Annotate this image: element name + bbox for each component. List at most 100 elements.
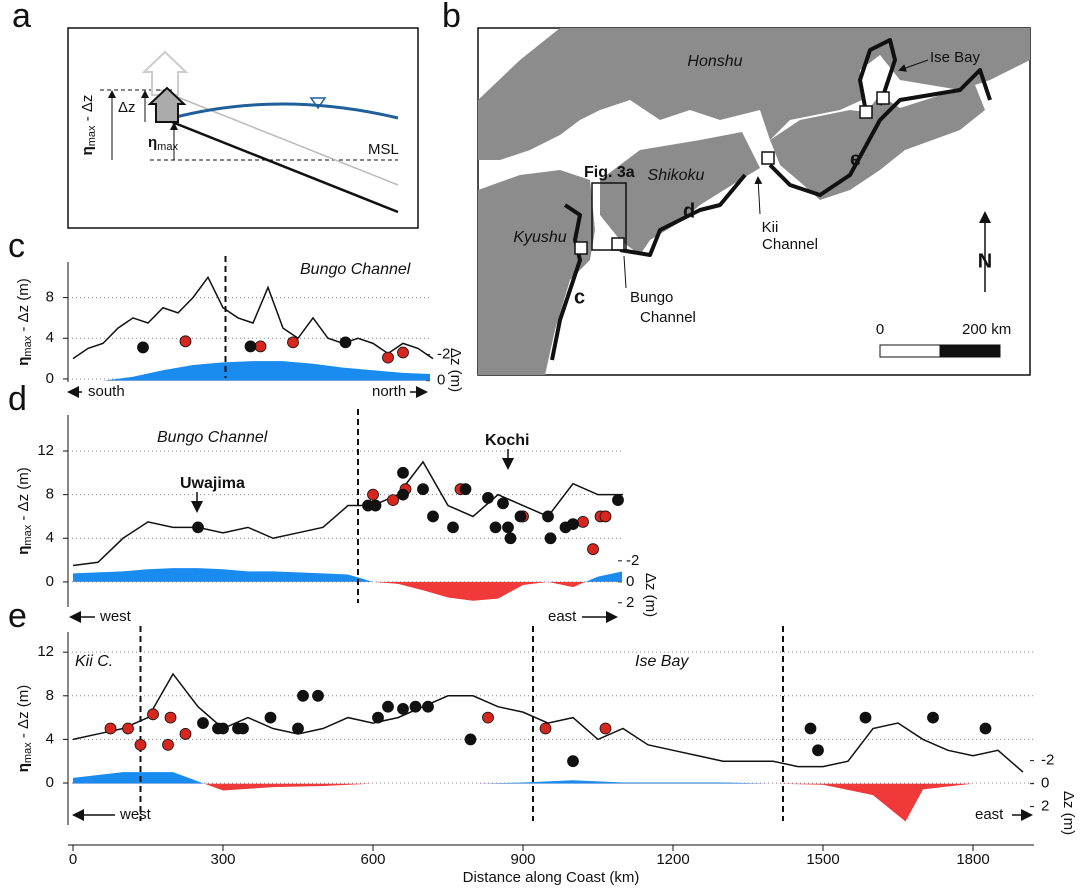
annotation: Kochi <box>485 432 529 449</box>
scale-bar <box>939 344 1001 358</box>
annotation: west <box>99 608 132 625</box>
observation <box>244 340 257 353</box>
y2-tick-label: 2 <box>1041 798 1049 815</box>
dz-area-uplift <box>73 568 622 582</box>
observation <box>612 494 624 506</box>
observation <box>237 722 249 735</box>
observation <box>497 497 509 510</box>
x-tick-label: 300 <box>210 851 235 868</box>
scale-bar <box>879 344 941 358</box>
land <box>770 85 985 200</box>
observation <box>134 738 147 751</box>
y-axis-label: ηmax - Δz (m) <box>15 685 34 772</box>
model-line <box>72 460 623 567</box>
observation <box>427 510 439 523</box>
x-tick-label: 1800 <box>956 851 989 868</box>
y2-tick-label: -2 <box>437 346 450 363</box>
marker <box>859 105 873 119</box>
panel-letter: a <box>12 0 31 35</box>
y2-tick-label: 2 <box>626 594 634 611</box>
place-label: Channel <box>640 309 696 326</box>
label-part: max <box>22 742 34 763</box>
observation <box>179 335 192 348</box>
observation <box>577 516 589 528</box>
place-label: Channel <box>762 236 818 253</box>
observation <box>482 711 494 724</box>
y2-tick-label: 0 <box>1041 775 1049 792</box>
ground <box>171 120 399 214</box>
observation <box>927 711 939 724</box>
observation <box>397 488 409 501</box>
observation <box>459 483 472 496</box>
dz-area-subsidence <box>73 783 1023 822</box>
x-axis-label: Distance along Coast (km) <box>463 869 640 886</box>
house-before <box>141 50 189 96</box>
land <box>478 170 595 375</box>
marker <box>611 237 625 251</box>
x-tick-label: 600 <box>360 851 385 868</box>
dz-area-uplift <box>73 772 773 784</box>
place-label: Ise Bay <box>930 49 981 66</box>
y-tick-label: 0 <box>46 573 54 590</box>
marker <box>761 151 775 165</box>
dz-label: Δz <box>118 99 136 116</box>
observation <box>122 722 134 735</box>
place-label: Kyushu <box>513 229 566 246</box>
panel-letter: c <box>8 227 25 265</box>
observation <box>397 702 409 715</box>
x-tick-label: 900 <box>510 851 535 868</box>
observation <box>587 543 599 556</box>
annotation: north <box>372 383 406 400</box>
annotation: Kii C. <box>75 653 113 670</box>
y-tick-label: 12 <box>37 643 54 660</box>
y2-axis-label: Δz (m) <box>1060 791 1077 835</box>
coast-d <box>619 173 747 257</box>
annotation: east <box>548 608 577 625</box>
y2-tick-label: -2 <box>1041 752 1054 769</box>
house <box>147 86 187 123</box>
label-part: max <box>22 524 34 545</box>
panel-b: b Honshu Ise Bay Fig. 3a Shikoku Kyushu … <box>442 0 1031 376</box>
observation <box>804 722 817 735</box>
land <box>600 132 760 255</box>
coast-e <box>768 68 992 197</box>
observation <box>372 711 384 724</box>
coast-ise <box>858 38 897 113</box>
y-axis-label: ηmax - Δz (m) <box>15 467 34 554</box>
observation <box>339 336 352 349</box>
observation <box>287 336 299 349</box>
scale-label: 200 km <box>962 321 1011 338</box>
observation <box>292 722 304 735</box>
frame <box>67 27 419 229</box>
annotation: west <box>119 806 152 823</box>
annotation: east <box>975 806 1004 823</box>
observation <box>382 700 394 713</box>
observation <box>544 532 557 545</box>
observation <box>254 340 267 353</box>
observation <box>264 711 277 724</box>
observation <box>542 510 554 523</box>
place-label: Kii <box>762 219 779 236</box>
observation <box>369 499 382 512</box>
y-tick-label: 8 <box>46 486 54 503</box>
y-tick-label: 8 <box>46 289 54 306</box>
label-part: η <box>15 763 32 772</box>
place-label: Bungo <box>630 289 673 306</box>
observation <box>482 492 494 504</box>
observation <box>409 700 422 713</box>
scale-label: 0 <box>876 321 884 338</box>
x-tick-label: 1500 <box>806 851 839 868</box>
observation <box>162 738 174 751</box>
north-label: N <box>978 250 992 272</box>
marker <box>574 241 588 255</box>
observation <box>192 521 204 534</box>
y-tick-label: 4 <box>46 529 54 546</box>
observation <box>217 722 229 735</box>
place-label: Fig. 3a <box>584 164 635 181</box>
observation <box>147 708 159 721</box>
observation <box>422 700 434 713</box>
y2-axis-label: Δz (m) <box>642 573 659 617</box>
y2-tick-label: 0 <box>626 573 634 590</box>
model-line <box>72 275 434 360</box>
